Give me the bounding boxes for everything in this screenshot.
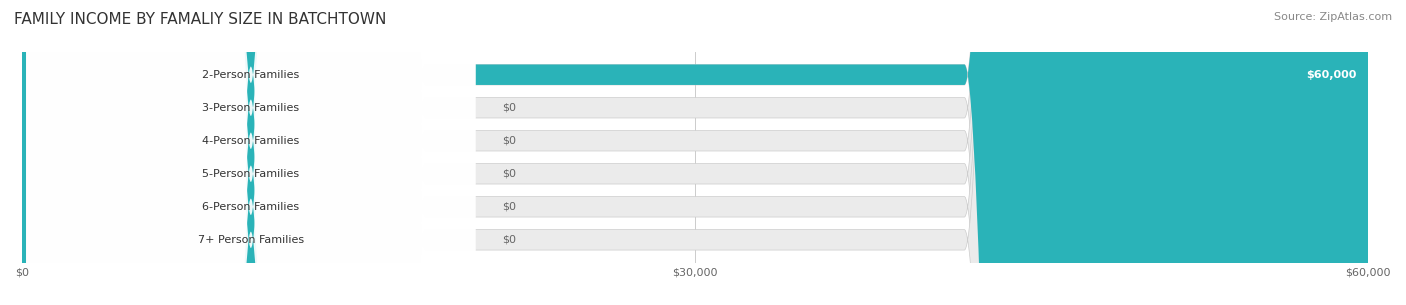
FancyBboxPatch shape xyxy=(22,0,1368,305)
Text: 3-Person Families: 3-Person Families xyxy=(202,103,299,113)
Text: $0: $0 xyxy=(502,235,516,245)
FancyBboxPatch shape xyxy=(27,0,475,305)
FancyBboxPatch shape xyxy=(22,0,1368,305)
FancyBboxPatch shape xyxy=(27,0,475,305)
FancyBboxPatch shape xyxy=(27,0,475,305)
FancyBboxPatch shape xyxy=(22,0,1368,305)
FancyBboxPatch shape xyxy=(27,0,475,305)
FancyBboxPatch shape xyxy=(22,0,1368,305)
Text: 6-Person Families: 6-Person Families xyxy=(202,202,299,212)
Text: 2-Person Families: 2-Person Families xyxy=(202,70,299,80)
Text: FAMILY INCOME BY FAMALIY SIZE IN BATCHTOWN: FAMILY INCOME BY FAMALIY SIZE IN BATCHTO… xyxy=(14,12,387,27)
Text: $0: $0 xyxy=(502,202,516,212)
Text: 4-Person Families: 4-Person Families xyxy=(202,136,299,146)
FancyBboxPatch shape xyxy=(22,0,1368,305)
Text: 5-Person Families: 5-Person Families xyxy=(202,169,299,179)
Text: Source: ZipAtlas.com: Source: ZipAtlas.com xyxy=(1274,12,1392,22)
FancyBboxPatch shape xyxy=(22,0,1368,305)
Text: $0: $0 xyxy=(502,103,516,113)
Text: $0: $0 xyxy=(502,136,516,146)
Text: 7+ Person Families: 7+ Person Families xyxy=(198,235,304,245)
FancyBboxPatch shape xyxy=(27,0,475,305)
Text: $0: $0 xyxy=(502,169,516,179)
Text: $60,000: $60,000 xyxy=(1306,70,1357,80)
FancyBboxPatch shape xyxy=(27,0,475,305)
FancyBboxPatch shape xyxy=(22,0,1368,305)
